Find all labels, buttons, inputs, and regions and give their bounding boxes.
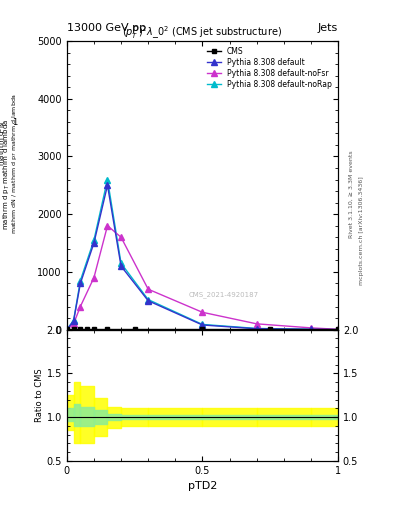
Pythia 8.308 default [254, 326, 259, 332]
Text: mathrm dN / mathrm d p$_T$ mathrm d lambda: mathrm dN / mathrm d p$_T$ mathrm d lamb… [11, 93, 19, 234]
Text: Rivet 3.1.10, ≥ 3.3M events: Rivet 3.1.10, ≥ 3.3M events [349, 151, 354, 239]
Pythia 8.308 default-noRap [200, 322, 205, 328]
Pythia 8.308 default-noRap [64, 327, 69, 333]
Pythia 8.308 default [146, 297, 151, 304]
Text: 13000 GeV pp: 13000 GeV pp [67, 23, 146, 33]
Text: Jets: Jets [318, 23, 338, 33]
Pythia 8.308 default-noRap [309, 326, 313, 332]
Text: mathrm d$^2$N: mathrm d$^2$N [0, 121, 7, 165]
Pythia 8.308 default-noRap [71, 317, 76, 324]
Text: 1: 1 [12, 118, 18, 127]
Pythia 8.308 default-noRap [254, 325, 259, 331]
Line: Pythia 8.308 default-noFsr: Pythia 8.308 default-noFsr [64, 223, 341, 333]
Pythia 8.308 default [309, 326, 313, 332]
Pythia 8.308 default-noRap [105, 177, 110, 183]
Pythia 8.308 default [78, 281, 83, 287]
Pythia 8.308 default-noFsr [71, 321, 76, 327]
Pythia 8.308 default-noFsr [92, 274, 96, 281]
Pythia 8.308 default-noFsr [309, 325, 313, 331]
Y-axis label: Ratio to CMS: Ratio to CMS [35, 369, 44, 422]
Line: Pythia 8.308 default: Pythia 8.308 default [64, 182, 341, 333]
Pythia 8.308 default-noRap [336, 327, 340, 333]
Pythia 8.308 default [336, 327, 340, 333]
Pythia 8.308 default-noFsr [105, 223, 110, 229]
Pythia 8.308 default-noRap [119, 260, 123, 266]
Pythia 8.308 default-noFsr [119, 234, 123, 240]
Title: $(p_T^D)^2\lambda\_0^2$ (CMS jet substructure): $(p_T^D)^2\lambda\_0^2$ (CMS jet substru… [122, 24, 283, 41]
Pythia 8.308 default [119, 263, 123, 269]
Pythia 8.308 default-noFsr [64, 327, 69, 333]
Pythia 8.308 default-noRap [78, 278, 83, 284]
Pythia 8.308 default-noRap [146, 296, 151, 303]
Pythia 8.308 default-noFsr [78, 304, 83, 310]
Text: mcplots.cern.ch [arXiv:1306.3436]: mcplots.cern.ch [arXiv:1306.3436] [359, 176, 364, 285]
Pythia 8.308 default [92, 240, 96, 246]
Text: mathrm d p$_T$ mathrm d lambda: mathrm d p$_T$ mathrm d lambda [2, 118, 12, 230]
X-axis label: pTD2: pTD2 [188, 481, 217, 491]
Pythia 8.308 default [64, 327, 69, 333]
Text: CMS_2021-4920187: CMS_2021-4920187 [189, 292, 259, 298]
Pythia 8.308 default [71, 318, 76, 324]
Pythia 8.308 default-noFsr [336, 326, 340, 332]
Pythia 8.308 default-noFsr [254, 321, 259, 327]
Line: Pythia 8.308 default-noRap: Pythia 8.308 default-noRap [64, 176, 341, 333]
Pythia 8.308 default-noFsr [200, 309, 205, 315]
Pythia 8.308 default-noRap [92, 237, 96, 243]
Pythia 8.308 default [200, 322, 205, 328]
Pythia 8.308 default-noFsr [146, 286, 151, 292]
Legend: CMS, Pythia 8.308 default, Pythia 8.308 default-noFsr, Pythia 8.308 default-noRa: CMS, Pythia 8.308 default, Pythia 8.308 … [205, 45, 334, 91]
Pythia 8.308 default [105, 182, 110, 188]
